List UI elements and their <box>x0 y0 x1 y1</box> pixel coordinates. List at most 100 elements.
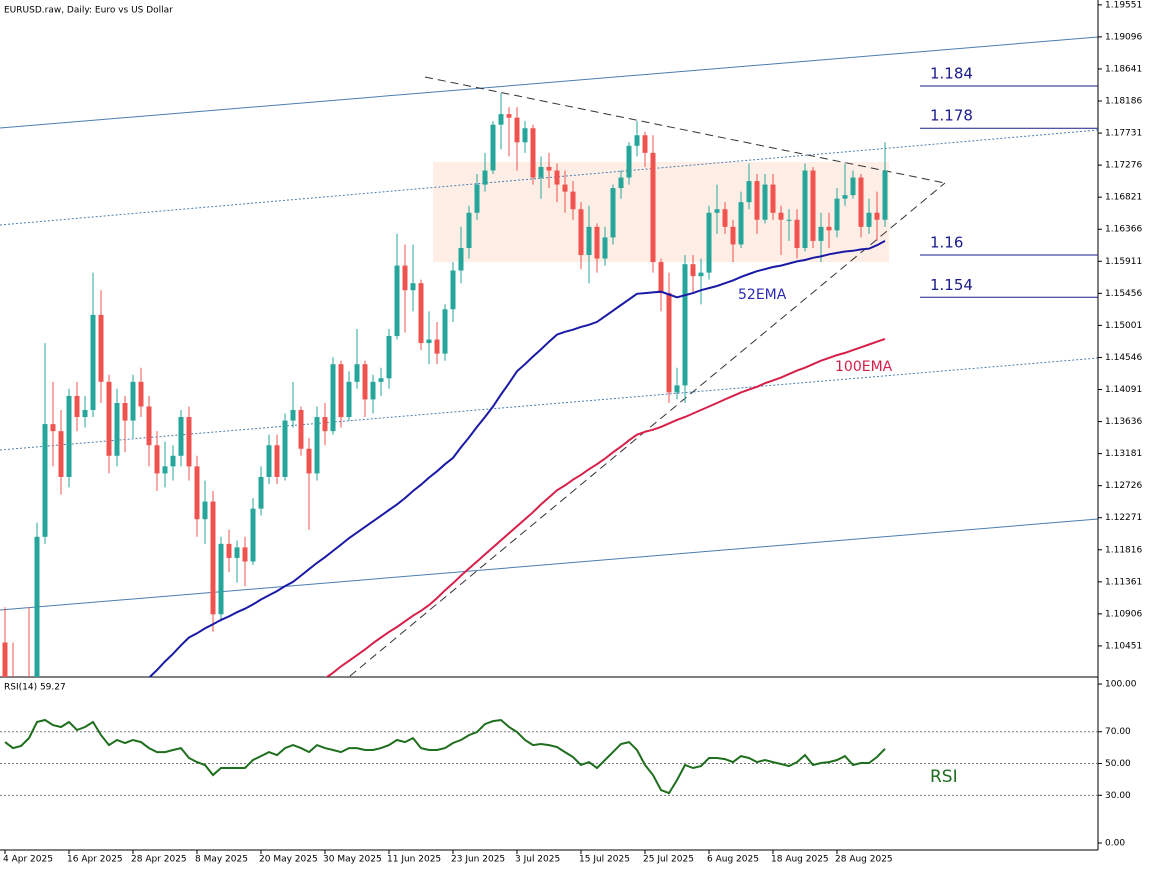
candle-body <box>394 265 400 337</box>
candle-body <box>762 184 768 220</box>
candle-body <box>746 181 752 203</box>
y-tick-label: 1.15911 <box>1105 257 1142 267</box>
y-tick-label: 1.15456 <box>1105 289 1142 299</box>
candle-body <box>146 406 152 446</box>
rsi-label: RSI <box>930 767 958 787</box>
candle-body <box>738 202 744 245</box>
candle-body <box>490 124 496 171</box>
candle-body <box>274 445 280 477</box>
candle-body <box>226 543 232 558</box>
y-tick-label: 30.00 <box>1105 791 1131 801</box>
x-tick-label: 11 Jun 2025 <box>387 855 441 865</box>
candle-body <box>810 170 816 241</box>
candle-body <box>74 395 80 418</box>
candle-body <box>610 188 616 238</box>
candle-body <box>82 410 88 418</box>
candle-body <box>506 114 512 118</box>
x-tick-label: 28 Aug 2025 <box>835 855 893 865</box>
candle-body <box>122 402 128 421</box>
candle-body <box>90 314 96 411</box>
candle-body <box>562 184 568 192</box>
candle-body <box>346 381 352 418</box>
candle-body <box>594 226 600 259</box>
triangle-line <box>424 76 946 184</box>
y-tick-label: 1.15001 <box>1105 321 1142 331</box>
y-tick-label: 1.17276 <box>1105 161 1142 171</box>
level-label: 1.154 <box>930 276 973 294</box>
candle-body <box>66 395 72 477</box>
candle-body <box>570 191 576 210</box>
candle-body <box>306 448 312 474</box>
y-tick-label: 1.11816 <box>1105 545 1142 555</box>
candle-body <box>50 424 56 432</box>
y-tick-label: 1.13636 <box>1105 417 1142 427</box>
candle-body <box>690 264 696 277</box>
candle-body <box>258 476 264 509</box>
y-tick-label: 1.17731 <box>1105 129 1142 139</box>
candle-body <box>426 339 432 344</box>
candle-body <box>674 385 680 393</box>
triangle-line <box>349 182 946 677</box>
candle-body <box>754 181 760 220</box>
candle-body <box>378 378 384 382</box>
drawings <box>0 36 1099 677</box>
candle-body <box>250 508 256 562</box>
candle-body <box>186 417 192 467</box>
level-label: 1.178 <box>930 107 973 125</box>
candle-body <box>466 212 472 248</box>
candle-body <box>338 364 344 418</box>
candle-body <box>266 445 272 477</box>
candle-body <box>194 466 200 520</box>
candle-body <box>834 198 840 231</box>
candle-body <box>330 364 336 432</box>
candle-body <box>170 455 176 467</box>
channel-line <box>0 36 1099 129</box>
y-tick-label: 1.13181 <box>1105 449 1142 459</box>
y-tick-label: 1.14091 <box>1105 385 1142 395</box>
y-tick-label: 1.18186 <box>1105 97 1142 107</box>
y-tick-label: 1.11361 <box>1105 577 1142 587</box>
candle-body <box>802 170 808 248</box>
candle-body <box>458 247 464 271</box>
y-tick-label: 1.12726 <box>1105 481 1142 491</box>
candle-body <box>98 314 104 382</box>
candle-body <box>130 381 136 421</box>
plot-area <box>0 718 1098 796</box>
candle-body <box>34 536 40 677</box>
candle-body <box>202 501 208 520</box>
y-tick-label: 1.14546 <box>1105 353 1142 363</box>
y-tick-label: 1.12271 <box>1105 513 1142 523</box>
candle-body <box>618 177 624 189</box>
candle-body <box>538 166 544 178</box>
candle-body <box>666 293 672 393</box>
y-tick-label: 1.18641 <box>1105 64 1142 74</box>
candle-body <box>114 402 120 456</box>
rsi-title: RSI(14) 59.27 <box>4 683 66 693</box>
x-tick-label: 3 Jul 2025 <box>515 855 560 865</box>
candle-body <box>714 209 720 213</box>
candle-body <box>218 543 224 615</box>
candle-body <box>58 431 64 477</box>
y-tick-label: 1.10906 <box>1105 609 1142 619</box>
x-tick-label: 28 Apr 2025 <box>131 855 187 865</box>
candle-body <box>474 184 480 213</box>
candle-body <box>650 152 656 263</box>
candle-body <box>858 177 864 227</box>
candle-body <box>154 445 160 474</box>
candle-body <box>682 264 688 386</box>
candle-body <box>706 212 712 273</box>
candle-body <box>370 381 376 400</box>
candle-body <box>794 219 800 248</box>
series-line <box>325 337 886 677</box>
candle-body <box>546 166 552 171</box>
candle-body <box>442 309 448 354</box>
y-tick-label: 1.19551 <box>1105 0 1142 10</box>
y-tick-label: 1.19096 <box>1105 32 1142 42</box>
candle-body <box>730 226 736 245</box>
chart-title: EURUSD.raw, Daily: Euro vs US Dollar <box>4 6 173 16</box>
candle-body <box>42 424 48 537</box>
candle-body <box>850 177 856 196</box>
candle-body <box>778 212 784 220</box>
